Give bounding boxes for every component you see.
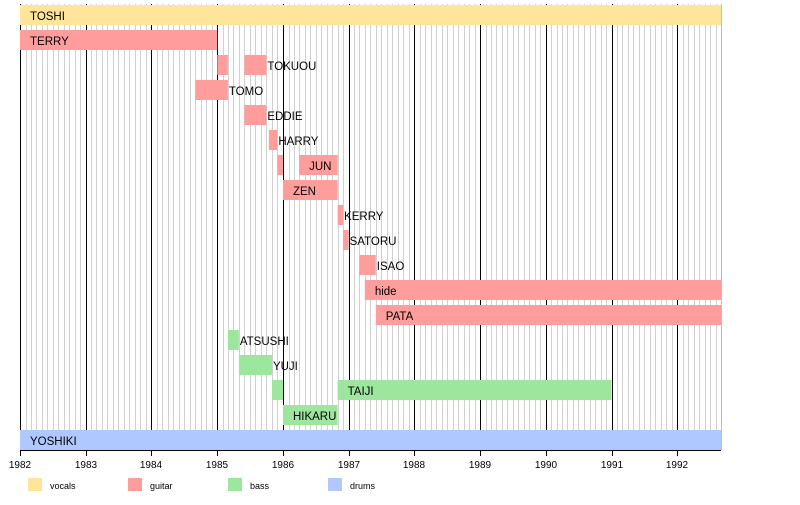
x-tick-label-1985: 1985 <box>206 460 229 471</box>
member-bar-kerry <box>337 205 344 225</box>
legend-swatch-bass <box>228 478 242 491</box>
legend-swatch-drums <box>328 478 342 491</box>
member-bar-jun <box>277 155 283 175</box>
legend-label-guitar: guitar <box>150 481 173 491</box>
member-label-tomo: TOMO <box>229 86 263 98</box>
legend-swatch-guitar <box>128 478 142 491</box>
member-bar-hikaru <box>282 405 338 425</box>
member-bar-zen <box>282 180 338 200</box>
member-bar-tomo <box>195 80 228 100</box>
x-tick-label-1986: 1986 <box>272 460 295 471</box>
member-label-hikaru: HIKARU <box>293 411 336 423</box>
member-label-atsushi: ATSUSHI <box>240 336 289 348</box>
member-bar-pata <box>375 305 721 325</box>
member-label-jun: JUN <box>309 161 331 173</box>
x-tick-label-1990: 1990 <box>535 460 558 471</box>
member-label-hide: hide <box>375 286 397 298</box>
member-label-yoshiki: YOSHIKI <box>30 436 77 448</box>
member-label-toshi: TOSHI <box>30 11 65 23</box>
legend-label-drums: drums <box>350 481 376 491</box>
member-label-eddie: EDDIE <box>267 111 302 123</box>
x-tick-label-1987: 1987 <box>338 460 361 471</box>
member-label-pata: PATA <box>386 311 414 323</box>
member-bar-harry <box>268 130 278 150</box>
member-bar-yoshiki <box>20 430 721 450</box>
member-bar-terry <box>20 30 218 50</box>
legend-swatch-vocals <box>28 478 42 491</box>
x-tick-label-1984: 1984 <box>140 460 163 471</box>
member-label-terry: TERRY <box>30 36 69 48</box>
member-label-yuji: YUJI <box>273 361 298 373</box>
legend-label-bass: bass <box>250 481 270 491</box>
member-bar-toshi <box>20 5 721 25</box>
x-tick-label-1989: 1989 <box>469 460 492 471</box>
member-bar-tokuou <box>217 55 228 75</box>
x-tick-label-1988: 1988 <box>403 460 426 471</box>
x-tick-label-1982: 1982 <box>9 460 32 471</box>
legend-label-vocals: vocals <box>50 481 76 491</box>
x-tick-label-1991: 1991 <box>601 460 624 471</box>
member-label-kerry: KERRY <box>344 211 384 223</box>
member-label-satoru: SATORU <box>350 236 397 248</box>
x-tick-label-1992: 1992 <box>666 460 689 471</box>
member-bar-isao <box>359 255 376 275</box>
member-label-tokuou: TOKUOU <box>267 61 316 73</box>
x-tick-label-1983: 1983 <box>75 460 98 471</box>
member-label-taiji: TAIJI <box>348 386 374 398</box>
member-bar-tokuou <box>244 55 267 75</box>
member-label-harry: HARRY <box>278 136 318 148</box>
member-bar-hide <box>364 280 721 300</box>
member-bar-eddie <box>244 105 267 125</box>
member-bar-satoru <box>343 230 349 250</box>
member-bar-taiji <box>337 380 612 400</box>
member-bar-yuji <box>238 355 272 375</box>
member-bar-jun <box>299 155 338 175</box>
member-label-zen: ZEN <box>293 186 316 198</box>
member-label-isao: ISAO <box>377 261 405 273</box>
member-bar-atsushi <box>227 330 239 350</box>
member-bar-taiji <box>271 380 283 400</box>
